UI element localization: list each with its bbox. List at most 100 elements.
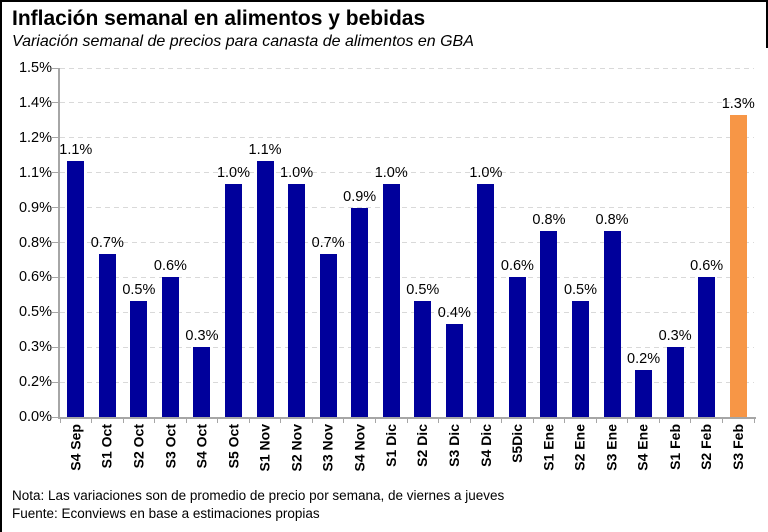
bar-value-label: 0.6% [690, 258, 724, 275]
y-axis-tick [52, 346, 58, 348]
bar [572, 300, 589, 417]
bar-value-label: 0.6% [500, 258, 534, 275]
x-axis-category-label: S1 Nov [256, 424, 273, 472]
y-axis-line [58, 68, 60, 417]
y-axis-tick-label: 0.5% [18, 304, 52, 321]
x-axis-category-label: S4 Oct [193, 424, 210, 469]
y-axis-tick [52, 137, 58, 139]
x-axis-category-label: S4 Sep [67, 424, 84, 471]
bar [414, 300, 432, 417]
y-axis-tick [52, 311, 58, 313]
x-axis-category-label: S3 Oct [161, 424, 178, 469]
x-axis-tick [374, 417, 376, 423]
bar-value-label: 1.1% [59, 142, 93, 159]
x-axis-category-label: S1 Feb [666, 424, 683, 470]
x-axis-tick [343, 417, 345, 423]
bar [288, 184, 306, 417]
bar-value-label: 0.7% [311, 235, 345, 252]
x-axis-tick [658, 417, 660, 423]
y-axis-tick-label: 0.2% [18, 374, 52, 391]
gridline [60, 137, 754, 139]
x-axis-category-label: S2 Oct [130, 424, 147, 469]
x-axis-category-label: S1 Ene [540, 424, 557, 471]
x-axis-category-label: S2 Dic [414, 424, 431, 467]
x-axis-category-label: S5Dic [508, 424, 525, 463]
x-axis-tick [501, 417, 503, 423]
bar [635, 370, 653, 417]
x-axis-category-label: S2 Feb [698, 424, 715, 470]
x-axis-category-label: S3 Nov [319, 424, 336, 472]
bar-value-label: 1.0% [374, 165, 408, 182]
x-axis-category-label: S3 Ene [603, 424, 620, 471]
x-axis-tick [627, 417, 629, 423]
bar [98, 254, 116, 417]
x-axis-category-label: S4 Ene [635, 424, 652, 471]
bar [540, 230, 558, 417]
x-axis-category-label: S1 Oct [98, 424, 115, 469]
bar [319, 254, 337, 417]
gridline [60, 172, 754, 174]
y-axis-tick [52, 172, 58, 174]
x-axis-tick [690, 417, 692, 423]
bar [477, 184, 495, 417]
gridline [60, 346, 754, 348]
bar-value-label: 0.5% [406, 281, 440, 298]
x-axis-tick [564, 417, 566, 423]
x-axis-tick [154, 417, 156, 423]
x-axis-tick [469, 417, 471, 423]
gridline [60, 207, 754, 209]
x-axis-tick [311, 417, 313, 423]
source-note: Fuente: Econviews en base a estimaciones… [12, 506, 320, 521]
plot-area: 0.0% 0.2% 0.3% 0.5% 0.6% 0.8% 0.9% 1.1% 1.2% 1.4%… [19, 60, 756, 471]
bar [445, 323, 463, 417]
gridline [60, 311, 754, 313]
bar [193, 347, 211, 417]
bar [130, 300, 148, 417]
bar-value-label: 0.8% [595, 211, 629, 228]
y-axis-tick-label: 0.3% [18, 339, 52, 356]
bar [508, 277, 526, 417]
frame-border-right-segment [766, 2, 768, 48]
y-axis-tick-label: 0.6% [18, 269, 52, 286]
bar [256, 161, 274, 417]
x-axis-tick [595, 417, 597, 423]
x-axis-category-label: S2 Ene [572, 424, 588, 471]
chart-title: Inflación semanal en alimentos y bebidas [12, 7, 426, 30]
bar [161, 277, 179, 417]
x-axis-tick [753, 417, 755, 423]
bar-value-label: 0.2% [627, 351, 661, 368]
y-axis-tick-label: 0.0% [18, 409, 52, 425]
x-axis-category-label: S3 Feb [729, 424, 746, 470]
bar-value-label: 0.5% [122, 281, 156, 298]
x-axis-tick [185, 417, 187, 423]
x-axis-tick [280, 417, 282, 423]
bar-value-label: 0.3% [658, 328, 692, 345]
gridline [60, 102, 754, 104]
y-axis-tick-label: 0.9% [18, 199, 52, 216]
y-axis-tick [52, 416, 58, 418]
bar-value-label: 0.8% [532, 211, 566, 228]
y-axis-tick-label: 0.8% [18, 234, 52, 251]
y-axis-tick [52, 102, 58, 104]
y-axis-tick [52, 207, 58, 209]
bar [382, 184, 400, 417]
bar-value-label: 0.3% [185, 328, 219, 345]
bar-value-label: 0.5% [563, 281, 598, 298]
x-axis-tick [59, 417, 61, 423]
y-axis-tick-label: 1.2% [18, 129, 52, 146]
bar-value-label: 0.9% [343, 188, 377, 205]
bar-value-label: 1.0% [280, 165, 314, 182]
x-axis-tick [122, 417, 124, 423]
bar-value-label: 0.6% [153, 258, 187, 275]
x-axis-tick [91, 417, 93, 423]
footnote: Nota: Las variaciones son de promedio de… [12, 488, 505, 503]
x-axis-tick [438, 417, 440, 423]
bar-value-label: 0.4% [437, 304, 471, 321]
bar [67, 161, 85, 417]
bar [603, 230, 621, 417]
bar-value-label: 0.7% [90, 235, 124, 252]
bar-value-label: 1.1% [248, 142, 282, 159]
bar [225, 184, 242, 417]
bar-value-label: 1.0% [469, 165, 503, 182]
bar [666, 347, 684, 417]
